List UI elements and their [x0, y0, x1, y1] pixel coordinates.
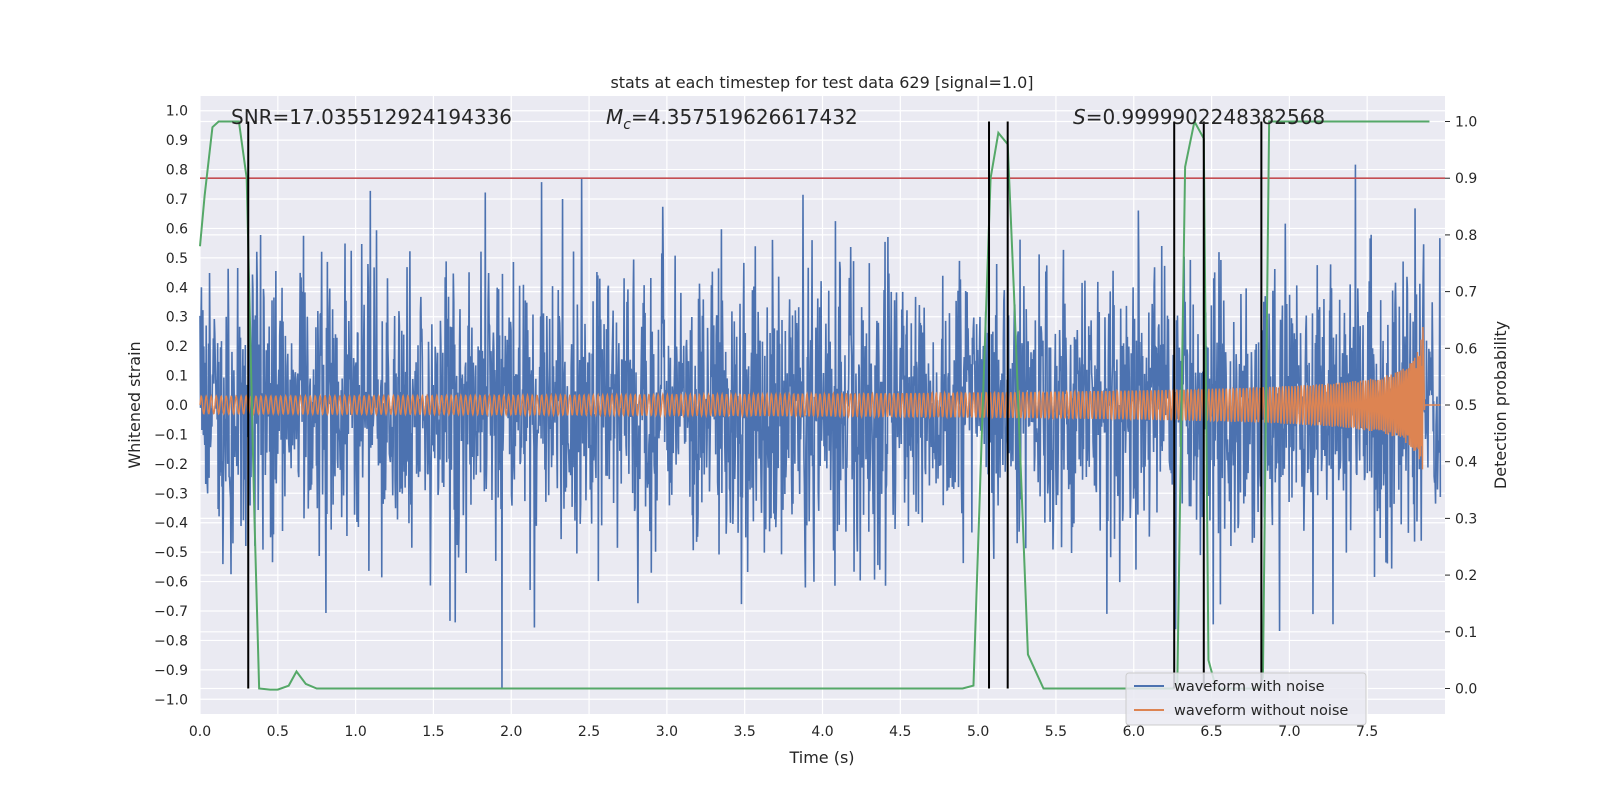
y-left-tick-label: 0.0 — [166, 398, 188, 414]
y-left-tick-label: 0.2 — [166, 339, 188, 355]
snr-annotation: SNR=17.035512924194336 — [231, 105, 512, 129]
x-tick-label: 4.0 — [811, 724, 833, 740]
y-right-tick-label: 0.6 — [1455, 341, 1477, 357]
y-left-tick-label: −0.7 — [154, 604, 188, 620]
mc-symbol: M — [606, 105, 623, 129]
y-left-tick-label: 0.1 — [166, 369, 188, 385]
y-axis-label-right: Detection probability — [1491, 321, 1510, 489]
x-tick-label: 0.5 — [267, 724, 289, 740]
x-tick-label: 7.5 — [1356, 724, 1378, 740]
x-tick-label: 5.0 — [967, 724, 989, 740]
x-tick-label: 2.5 — [578, 724, 600, 740]
x-tick-label: 0.0 — [189, 724, 211, 740]
y-left-tick-label: −0.2 — [154, 457, 188, 473]
x-tick-label: 5.5 — [1045, 724, 1067, 740]
x-tick-label: 6.5 — [1200, 724, 1222, 740]
mc-subscript: c — [623, 117, 631, 133]
y-left-tick-label: −0.9 — [154, 663, 188, 679]
y-right-tick-label: 0.1 — [1455, 625, 1477, 641]
y-left-tick-label: 0.8 — [166, 163, 188, 179]
y-left-tick-label: 0.6 — [166, 221, 188, 237]
y-right-tick-label: 0.8 — [1455, 228, 1477, 244]
x-tick-label: 4.5 — [889, 724, 911, 740]
y-left-tick-label: −0.8 — [154, 633, 188, 649]
x-tick-label: 2.0 — [500, 724, 522, 740]
x-tick-label: 3.5 — [734, 724, 756, 740]
y-right-tick-label: 0.2 — [1455, 568, 1477, 584]
s-annotation: S=0.9999902248382568 — [1073, 105, 1325, 129]
y-left-tick-label: 0.3 — [166, 310, 188, 326]
legend-label-noise: waveform with noise — [1174, 679, 1325, 695]
y-left-tick-label: 0.5 — [166, 251, 188, 267]
y-right-tick-label: 1.0 — [1455, 115, 1477, 131]
s-value: =0.9999902248382568 — [1086, 105, 1325, 129]
y-axis-label-left: Whitened strain — [125, 341, 144, 468]
series-waveform-with-noise — [199, 164, 1442, 688]
overlay-layer — [199, 118, 1445, 691]
x-tick-label: 1.5 — [422, 724, 444, 740]
y-left-tick-label: 0.9 — [166, 133, 188, 149]
y-left-tick-label: −1.0 — [154, 692, 188, 708]
series-waveform-without-noise — [199, 327, 1441, 470]
y-right-tick-label: 0.4 — [1455, 455, 1477, 471]
y-left-tick-label: −0.4 — [154, 516, 188, 532]
mc-annotation: Mc=4.357519626617432 — [606, 105, 858, 133]
y-left-tick-label: −0.6 — [154, 575, 188, 591]
y-right-tick-label: 0.0 — [1455, 681, 1477, 697]
y-left-tick-label: 1.0 — [166, 104, 188, 120]
s-symbol: S — [1073, 105, 1086, 129]
x-tick-label: 1.0 — [344, 724, 366, 740]
y-right-tick-label: 0.9 — [1455, 171, 1477, 187]
chart-title: stats at each timestep for test data 629… — [610, 73, 1033, 92]
y-left-tick-label: −0.1 — [154, 427, 188, 443]
legend-label-clean: waveform without noise — [1174, 703, 1348, 719]
y-left-tick-label: −0.3 — [154, 486, 188, 502]
legend-box — [1125, 672, 1367, 726]
y-left-tick-label: −0.5 — [154, 545, 188, 561]
y-right-tick-label: 0.3 — [1455, 511, 1477, 527]
y-right-tick-label: 0.7 — [1455, 285, 1477, 301]
y-left-tick-label: 0.7 — [166, 192, 188, 208]
x-tick-label: 6.0 — [1123, 724, 1145, 740]
tick-layer: 0.0 0.5 1.0 1.5 2.0 2.5 3.0 3.5 4.0 4.5 5.0 5.5 6.0 6… — [154, 104, 1477, 740]
x-axis-label: Time (s) — [788, 748, 854, 767]
mc-value: =4.357519626617432 — [631, 105, 858, 129]
x-tick-label: 3.0 — [656, 724, 678, 740]
y-right-tick-label: 0.5 — [1455, 398, 1477, 414]
series-layer — [199, 164, 1442, 688]
legend: waveform with noise waveform without noi… — [1125, 672, 1367, 726]
y-left-tick-label: 0.4 — [166, 280, 188, 296]
x-tick-label: 7.0 — [1278, 724, 1300, 740]
